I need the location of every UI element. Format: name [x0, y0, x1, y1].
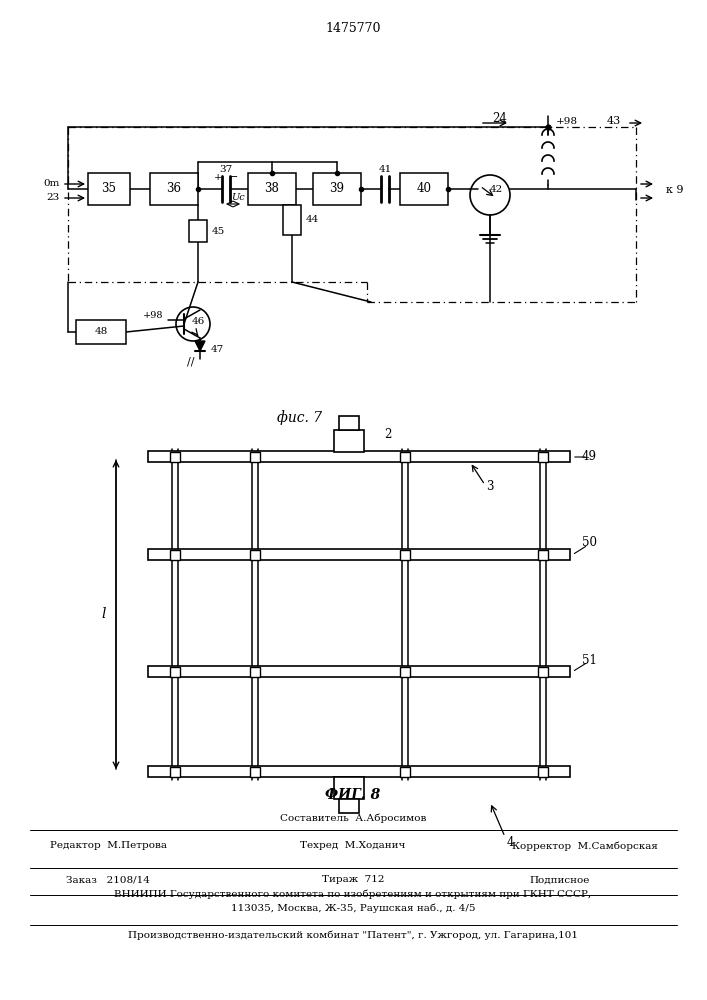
Text: 45: 45	[212, 227, 226, 235]
Text: 1475770: 1475770	[325, 21, 381, 34]
Text: Тираж  712: Тираж 712	[322, 876, 384, 884]
Bar	[400, 667, 410, 677]
Bar	[250, 550, 260, 560]
Bar	[538, 767, 548, 777]
Text: 41: 41	[378, 165, 392, 174]
Text: l: l	[102, 607, 106, 621]
Text: 36: 36	[167, 182, 182, 196]
Text: 46: 46	[192, 318, 204, 326]
Text: 44: 44	[306, 216, 320, 225]
Bar	[339, 799, 359, 813]
Bar	[248, 173, 296, 205]
Bar	[88, 173, 130, 205]
Bar	[400, 767, 410, 777]
Bar	[148, 666, 570, 677]
Text: 38: 38	[264, 182, 279, 196]
Bar	[170, 550, 180, 560]
Text: ФИГ. 8: ФИГ. 8	[325, 788, 380, 802]
Bar	[250, 667, 260, 677]
Text: 2: 2	[384, 428, 392, 440]
Text: Подписное: Подписное	[530, 876, 590, 884]
Bar	[150, 173, 198, 205]
Text: Корректор  М.Самборская: Корректор М.Самборская	[512, 841, 658, 851]
Bar	[148, 766, 570, 777]
Text: 23: 23	[47, 194, 60, 202]
Bar	[148, 451, 570, 462]
Bar	[400, 550, 410, 560]
Text: к 9: к 9	[666, 185, 684, 195]
Text: 37: 37	[219, 165, 233, 174]
Text: Заказ   2108/14: Заказ 2108/14	[66, 876, 150, 884]
Text: 50: 50	[582, 536, 597, 550]
Text: Составитель  А.Абросимов: Составитель А.Абросимов	[280, 813, 426, 823]
Text: Редактор  М.Петрова: Редактор М.Петрова	[49, 842, 167, 850]
Text: +: +	[214, 172, 222, 182]
Text: −: −	[229, 172, 239, 182]
Bar	[76, 320, 126, 344]
Text: 39: 39	[329, 182, 344, 196]
Bar	[250, 767, 260, 777]
Text: ВНИИПИ Государственного комитета по изобретениям и открытиям при ГКНТ СССР,: ВНИИПИ Государственного комитета по изоб…	[115, 889, 592, 899]
Bar	[283, 205, 301, 235]
Bar	[170, 452, 180, 462]
Text: 3: 3	[486, 481, 493, 493]
Text: фис. 7: фис. 7	[277, 411, 322, 425]
Text: +98: +98	[143, 312, 163, 320]
Text: 49: 49	[582, 450, 597, 464]
Bar	[334, 777, 364, 799]
Text: 113035, Москва, Ж-35, Раушская наб., д. 4/5: 113035, Москва, Ж-35, Раушская наб., д. …	[230, 903, 475, 913]
Bar	[170, 767, 180, 777]
Text: 40: 40	[416, 182, 431, 196]
Bar	[170, 667, 180, 677]
Bar	[400, 452, 410, 462]
Text: Техред  М.Ходанич: Техред М.Ходанич	[300, 842, 406, 850]
Bar	[334, 430, 364, 452]
Bar	[400, 173, 448, 205]
Text: Uc: Uc	[231, 192, 245, 202]
Bar	[538, 667, 548, 677]
Text: 48: 48	[94, 328, 107, 336]
Text: //: //	[187, 356, 194, 366]
Text: 24: 24	[493, 111, 508, 124]
Text: 42: 42	[489, 184, 503, 194]
Text: 43: 43	[607, 116, 621, 126]
Text: 35: 35	[102, 182, 117, 196]
Text: Производственно-издательский комбинат "Патент", г. Ужгород, ул. Гагарина,101: Производственно-издательский комбинат "П…	[128, 930, 578, 940]
Bar	[339, 416, 359, 430]
Bar	[538, 452, 548, 462]
Bar	[538, 550, 548, 560]
Text: 47: 47	[211, 344, 224, 354]
Text: 4: 4	[506, 836, 514, 848]
Bar	[189, 220, 207, 242]
Text: 0m: 0m	[44, 180, 60, 188]
Bar	[148, 549, 570, 560]
Text: 51: 51	[582, 654, 597, 666]
Polygon shape	[195, 341, 205, 351]
Bar	[250, 452, 260, 462]
Bar	[313, 173, 361, 205]
Text: +98: +98	[556, 116, 578, 125]
